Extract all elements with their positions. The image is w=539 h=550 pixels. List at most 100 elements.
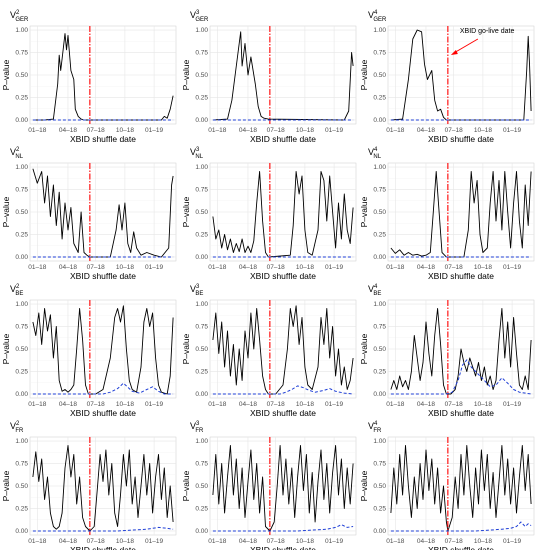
x-axis-label: XBID shuffle date bbox=[70, 408, 136, 418]
x-tick-label: 10–18 bbox=[296, 538, 314, 545]
series-line-pvalue bbox=[32, 33, 174, 121]
panel-title-sub: BE bbox=[15, 291, 23, 297]
y-tick-label: 0.25 bbox=[373, 506, 386, 513]
x-tick-label: 01–18 bbox=[28, 538, 46, 545]
x-tick-label: 10–18 bbox=[296, 401, 314, 408]
y-axis-label: P–value bbox=[1, 470, 11, 501]
y-tick-label: 0.50 bbox=[373, 72, 386, 79]
x-axis-label: XBID shuffle date bbox=[250, 545, 316, 550]
y-tick-label: 0.50 bbox=[15, 483, 28, 490]
y-tick-label: 1.00 bbox=[195, 301, 208, 308]
y-tick-label: 0.00 bbox=[373, 391, 386, 398]
x-tick-label: 10–18 bbox=[296, 264, 314, 271]
plot-area: 0.00 0.25 0.50 0.75 1.00 01–18 04–18 07–18 10–18… bbox=[359, 25, 535, 144]
x-axis-label: XBID shuffle date bbox=[70, 545, 136, 550]
panel-title: V4 BE bbox=[368, 284, 381, 297]
x-axis-label: XBID shuffle date bbox=[70, 134, 136, 144]
y-tick-label: 0.75 bbox=[15, 324, 28, 331]
panel-title-sup: 4 bbox=[374, 10, 378, 16]
y-tick-label: 0.75 bbox=[373, 324, 386, 331]
panel-title: V3 GER bbox=[190, 10, 209, 23]
panel-title: V2 BE bbox=[10, 284, 23, 297]
y-tick-label: 1.00 bbox=[195, 438, 208, 445]
x-axis-label: XBID shuffle date bbox=[428, 134, 494, 144]
x-tick-label: 01–18 bbox=[386, 401, 404, 408]
series-line-pvalue bbox=[212, 31, 354, 121]
x-tick-label: 01–19 bbox=[145, 401, 163, 408]
x-tick-label: 10–18 bbox=[116, 127, 134, 134]
panel-title-base: V bbox=[190, 10, 196, 20]
x-axis-label: XBID shuffle date bbox=[250, 271, 316, 281]
y-tick-label: 0.25 bbox=[373, 369, 386, 376]
x-tick-label: 01–19 bbox=[145, 538, 163, 545]
x-tick-label: 01–19 bbox=[325, 264, 343, 271]
x-tick-label: 01–18 bbox=[28, 401, 46, 408]
x-tick-label: 04–18 bbox=[59, 538, 77, 545]
x-tick-label: 10–18 bbox=[296, 127, 314, 134]
x-tick-label: 07–18 bbox=[267, 127, 285, 134]
panel-fr-3: V3 FR 0.00 0.25 0.50 0.75 1.00 01–18 04–18 07–18 1… bbox=[181, 421, 357, 550]
y-axis-label: P–value bbox=[359, 333, 369, 364]
x-tick-label: 01–19 bbox=[503, 264, 521, 271]
y-axis-label: P–value bbox=[359, 196, 369, 227]
y-tick-label: 1.00 bbox=[15, 438, 28, 445]
x-tick-label: 07–18 bbox=[267, 401, 285, 408]
y-tick-label: 0.50 bbox=[195, 346, 208, 353]
panel-fr-2: V2 FR 0.00 0.25 0.50 0.75 1.00 01–18 04–18 07–18 1… bbox=[1, 421, 177, 550]
plot-area: 0.00 0.25 0.50 0.75 1.00 01–18 04–18 07–18 10–18… bbox=[181, 162, 357, 281]
panel-title-sub: BE bbox=[195, 291, 203, 297]
y-tick-label: 0.00 bbox=[373, 254, 386, 261]
y-tick-label: 1.00 bbox=[373, 438, 386, 445]
y-tick-label: 1.00 bbox=[15, 27, 28, 34]
x-tick-label: 10–18 bbox=[116, 538, 134, 545]
series-line-lower bbox=[390, 359, 532, 395]
series-line-pvalue bbox=[212, 305, 354, 395]
panel-title-sub: NL bbox=[373, 154, 381, 160]
y-axis-label: P–value bbox=[181, 470, 191, 501]
panel-title-base: V bbox=[10, 421, 16, 431]
y-tick-label: 0.75 bbox=[373, 461, 386, 468]
x-tick-label: 01–19 bbox=[325, 538, 343, 545]
series-line-pvalue bbox=[212, 171, 354, 258]
panel-title-base: V bbox=[190, 147, 196, 157]
y-tick-label: 0.00 bbox=[373, 528, 386, 535]
x-tick-label: 04–18 bbox=[59, 401, 77, 408]
panel-title: V3 NL bbox=[190, 147, 204, 160]
y-tick-label: 0.25 bbox=[15, 506, 28, 513]
panel-title-sub: FR bbox=[195, 428, 204, 434]
y-tick-label: 0.00 bbox=[15, 528, 28, 535]
y-tick-label: 0.25 bbox=[195, 506, 208, 513]
plot-area: 0.00 0.25 0.50 0.75 1.00 01–18 04–18 07–18 10–18… bbox=[1, 162, 177, 281]
panel-nl-4: V4 NL 0.00 0.25 0.50 0.75 1.00 01–18 04–18 07–18 1… bbox=[359, 147, 535, 281]
series-line-pvalue bbox=[32, 168, 174, 258]
y-axis-label: P–value bbox=[1, 196, 11, 227]
panel-title-base: V bbox=[10, 284, 16, 294]
y-tick-label: 0.00 bbox=[195, 391, 208, 398]
series-line-pvalue bbox=[390, 29, 532, 121]
y-axis-label: P–value bbox=[359, 59, 369, 90]
x-tick-label: 01–18 bbox=[386, 264, 404, 271]
x-tick-label: 04–18 bbox=[59, 264, 77, 271]
annotation-label: XBID go-live date bbox=[460, 28, 515, 35]
x-tick-label: 07–18 bbox=[87, 127, 105, 134]
y-tick-label: 1.00 bbox=[195, 27, 208, 34]
x-tick-label: 04–18 bbox=[417, 264, 435, 271]
panel-be-4: V4 BE 0.00 0.25 0.50 0.75 1.00 01–18 04–18 07–18 1… bbox=[359, 284, 535, 418]
x-tick-label: 04–18 bbox=[239, 264, 257, 271]
x-tick-label: 10–18 bbox=[474, 264, 492, 271]
panel-ger-4: V4 GER 0.00 0.25 0.50 0.75 1.00 01–18 04–18 07–18… bbox=[359, 10, 535, 144]
y-tick-label: 0.25 bbox=[195, 95, 208, 102]
panel-title-sub: FR bbox=[373, 428, 382, 434]
y-tick-label: 0.75 bbox=[373, 187, 386, 194]
panel-title-base: V bbox=[368, 147, 374, 157]
y-axis-label: P–value bbox=[181, 59, 191, 90]
x-tick-label: 04–18 bbox=[417, 401, 435, 408]
series-line-pvalue bbox=[390, 171, 532, 258]
y-axis-label: P–value bbox=[181, 196, 191, 227]
plot-area: 0.00 0.25 0.50 0.75 1.00 01–18 04–18 07–18 10–18… bbox=[1, 25, 177, 144]
series-line-pvalue bbox=[390, 445, 532, 532]
x-axis-label: XBID shuffle date bbox=[70, 271, 136, 281]
y-tick-label: 0.75 bbox=[195, 461, 208, 468]
y-tick-label: 0.25 bbox=[195, 369, 208, 376]
panel-title-sub: FR bbox=[15, 428, 24, 434]
